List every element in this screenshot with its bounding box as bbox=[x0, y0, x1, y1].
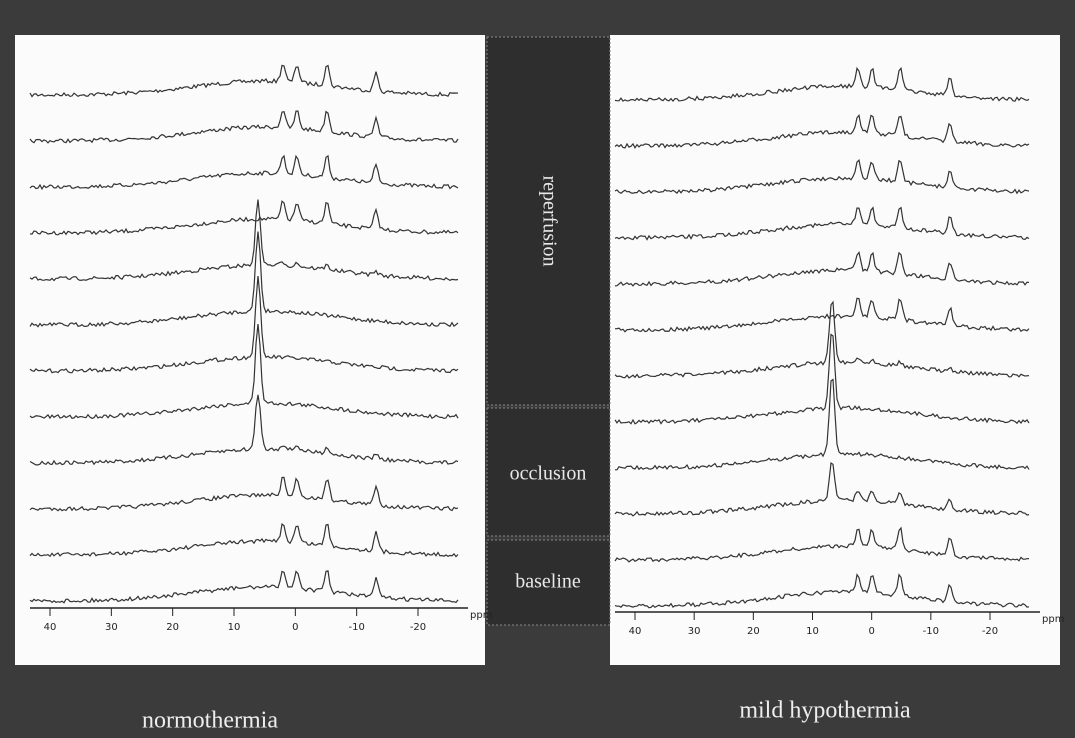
tick-label: 20 bbox=[747, 626, 760, 637]
spectrum-trace bbox=[614, 206, 1030, 241]
axes: 40 30 20 10 0 -10 -20 ppm 40 30 20 10 0 -10 -20 ppm bbox=[30, 607, 1064, 637]
spectrum-trace bbox=[29, 570, 459, 604]
tick-label: -10 bbox=[923, 626, 939, 637]
tick-label: 10 bbox=[228, 622, 241, 633]
panel-label: mild hypothermia bbox=[739, 698, 911, 724]
spectrum-trace bbox=[614, 461, 1030, 517]
spectrum-trace bbox=[614, 114, 1030, 149]
tick-label: 40 bbox=[629, 626, 642, 637]
tick-label: -20 bbox=[410, 622, 426, 633]
spectrum-trace bbox=[615, 378, 1030, 471]
spectrum-trace bbox=[29, 64, 459, 98]
tick-label: 0 bbox=[868, 626, 874, 637]
tick-label: 30 bbox=[105, 622, 118, 633]
spectrum-trace bbox=[614, 526, 1030, 563]
axis-unit: ppm bbox=[1042, 614, 1064, 625]
left-panel bbox=[15, 35, 485, 665]
spectrum-trace bbox=[29, 231, 459, 328]
phase-label: baseline bbox=[515, 571, 581, 593]
tick-label: -10 bbox=[348, 622, 364, 633]
spectrum-trace bbox=[29, 200, 459, 236]
spectrum-trace bbox=[29, 476, 459, 512]
panel-label: normothermia bbox=[142, 708, 278, 734]
phase-box bbox=[486, 539, 611, 626]
axis-unit: ppm bbox=[470, 610, 492, 621]
tick-label: -20 bbox=[982, 626, 998, 637]
spectrum-trace bbox=[614, 297, 1030, 333]
spectra bbox=[29, 64, 1030, 609]
spectrum-trace bbox=[29, 199, 459, 282]
spectrum-trace bbox=[614, 250, 1030, 287]
spectrum-trace bbox=[614, 300, 1030, 379]
spectrum-trace bbox=[29, 110, 459, 144]
spectrum-trace bbox=[614, 66, 1030, 103]
tick-label: 40 bbox=[44, 622, 57, 633]
spectrum-trace bbox=[29, 323, 459, 420]
tick-label: 10 bbox=[806, 626, 819, 637]
spectrum-trace bbox=[614, 573, 1030, 609]
spectrum-trace bbox=[29, 154, 459, 191]
tick-label: 30 bbox=[688, 626, 701, 637]
spectrum-trace bbox=[29, 394, 459, 466]
phase-label: reperfusion bbox=[538, 175, 560, 266]
spectrum-trace bbox=[614, 333, 1030, 425]
tick-label: 0 bbox=[292, 622, 298, 633]
spectrum-trace bbox=[614, 159, 1030, 195]
phase-box bbox=[486, 36, 611, 406]
tick-label: 20 bbox=[166, 622, 179, 633]
phase-box bbox=[486, 407, 611, 537]
spectrum-trace bbox=[29, 275, 459, 374]
phase-label: occlusion bbox=[510, 463, 587, 485]
spectrum-trace bbox=[29, 523, 459, 558]
right-panel bbox=[610, 35, 1060, 665]
